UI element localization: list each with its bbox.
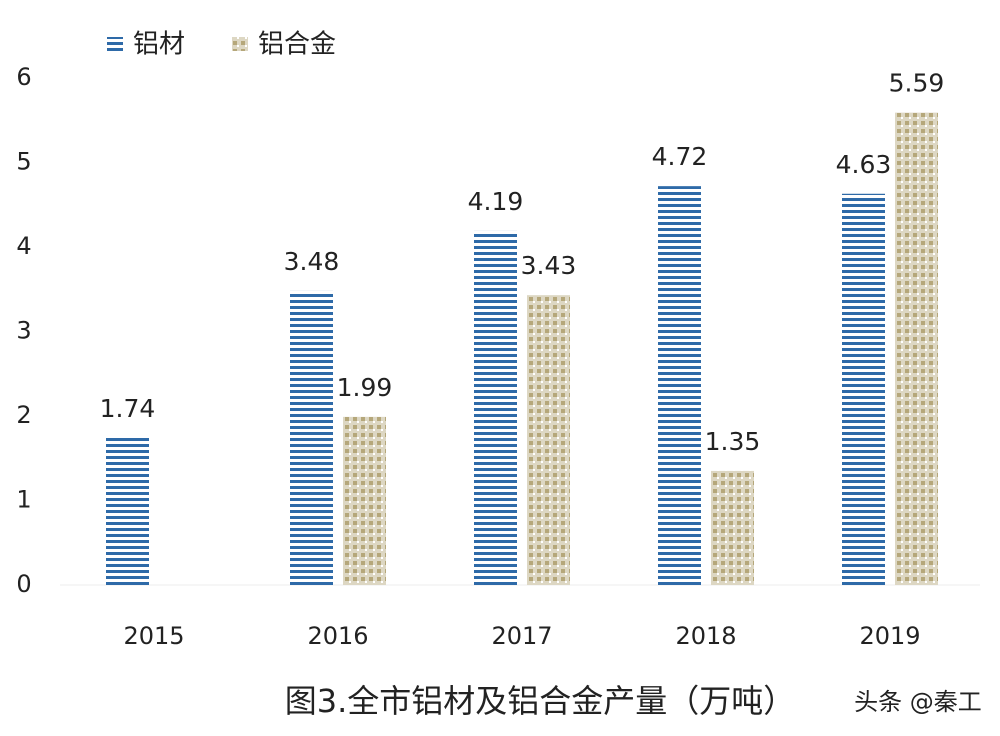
bar — [895, 112, 938, 586]
bar — [106, 437, 149, 585]
bar — [527, 295, 570, 585]
x-tick-label: 2017 — [491, 622, 552, 650]
y-tick-label: 1 — [16, 486, 31, 514]
value-label: 1.74 — [100, 394, 156, 423]
bar — [290, 290, 333, 585]
x-tick-label: 2016 — [307, 622, 368, 650]
legend-label: 铝合金 — [258, 30, 336, 60]
x-tick-label: 2018 — [675, 622, 736, 650]
watermark: 头条 @秦工 — [854, 688, 982, 716]
legend-swatch — [232, 37, 248, 51]
bar — [343, 416, 386, 585]
value-label: 5.59 — [889, 69, 945, 98]
bar — [711, 470, 754, 585]
x-tick-label: 2015 — [123, 622, 184, 650]
chart-title: 图3.全市铝材及铝合金产量（万吨） — [285, 682, 796, 720]
y-tick-label: 5 — [16, 148, 31, 176]
value-label: 4.19 — [468, 187, 524, 216]
bar — [474, 230, 517, 585]
legend-swatch — [107, 37, 123, 51]
y-tick-label: 4 — [16, 232, 31, 260]
y-tick-label: 3 — [16, 317, 31, 345]
value-label: 4.63 — [836, 150, 892, 179]
value-label: 3.43 — [521, 251, 577, 280]
value-label: 4.72 — [652, 142, 708, 171]
y-tick-label: 2 — [16, 401, 31, 429]
value-label: 1.35 — [705, 427, 761, 456]
x-tick-label: 2019 — [859, 622, 920, 650]
bar — [842, 193, 885, 585]
legend-label: 铝材 — [133, 30, 185, 60]
y-tick-label: 0 — [16, 570, 31, 598]
value-label: 3.48 — [284, 247, 340, 276]
bar — [658, 186, 701, 585]
y-tick-label: 6 — [16, 63, 31, 91]
value-label: 1.99 — [337, 373, 393, 402]
